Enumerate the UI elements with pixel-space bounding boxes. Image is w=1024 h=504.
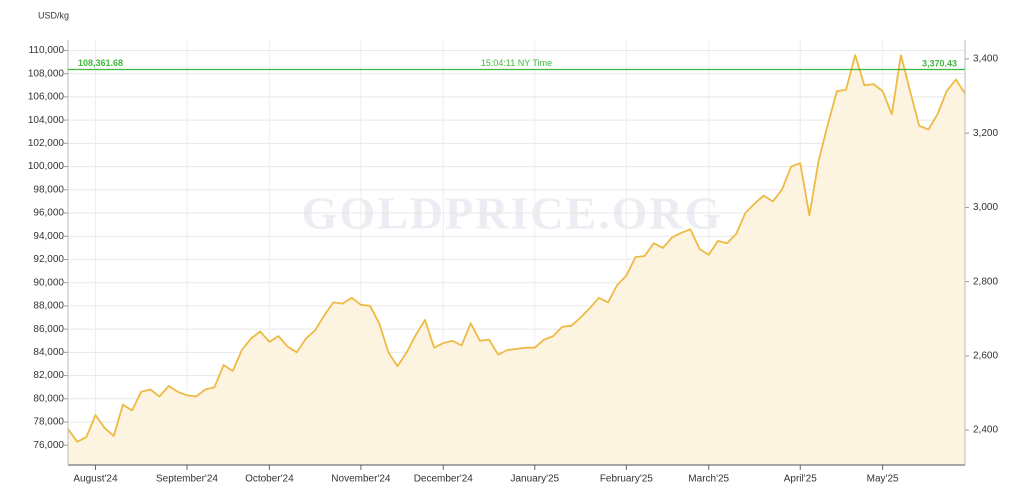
y-axis-label: USD/kg bbox=[38, 10, 69, 20]
y-tick-label: 84,000 bbox=[33, 347, 64, 358]
y-tick-label: 96,000 bbox=[33, 208, 64, 219]
y2-tick-label: 2,400 bbox=[973, 425, 998, 436]
x-tick-label: September'24 bbox=[156, 474, 218, 485]
y-tick-label: 100,000 bbox=[28, 161, 65, 172]
x-tick-label: January'25 bbox=[511, 474, 560, 485]
y-tick-label: 86,000 bbox=[33, 324, 64, 335]
y-tick-label: 108,000 bbox=[28, 68, 65, 79]
y-tick-label: 98,000 bbox=[33, 184, 64, 195]
y2-tick-label: 2,800 bbox=[973, 276, 998, 287]
x-tick-label: October'24 bbox=[245, 474, 294, 485]
x-tick-label: August'24 bbox=[73, 474, 118, 485]
y-tick-label: 78,000 bbox=[33, 417, 64, 428]
y-tick-label: 104,000 bbox=[28, 115, 65, 126]
y-tick-label: 92,000 bbox=[33, 254, 64, 265]
y-tick-label: 106,000 bbox=[28, 92, 65, 103]
y-tick-label: 76,000 bbox=[33, 440, 64, 451]
y2-tick-label: 3,200 bbox=[973, 128, 998, 139]
x-tick-label: December'24 bbox=[414, 474, 474, 485]
y-tick-label: 88,000 bbox=[33, 301, 64, 312]
x-tick-label: March'25 bbox=[688, 474, 729, 485]
y-tick-label: 90,000 bbox=[33, 277, 64, 288]
x-tick-label: May'25 bbox=[867, 474, 899, 485]
y2-tick-label: 3,000 bbox=[973, 202, 998, 213]
x-tick-label: April'25 bbox=[784, 474, 817, 485]
y-tick-label: 80,000 bbox=[33, 393, 64, 404]
current-time-label: 15:04:11 NY Time bbox=[481, 58, 552, 68]
y2-tick-label: 2,600 bbox=[973, 351, 998, 362]
current-price-label: 108,361.68 bbox=[78, 58, 123, 68]
y-tick-label: 82,000 bbox=[33, 370, 64, 381]
area-fill bbox=[68, 55, 965, 465]
x-tick-label: February'25 bbox=[600, 474, 653, 485]
y2-tick-label: 3,400 bbox=[973, 54, 998, 65]
x-tick-label: November'24 bbox=[331, 474, 391, 485]
current-price-y2-label: 3,370.43 bbox=[922, 58, 957, 68]
y-tick-label: 102,000 bbox=[28, 138, 65, 149]
y-tick-label: 94,000 bbox=[33, 231, 64, 242]
y-tick-label: 110,000 bbox=[29, 45, 65, 56]
price-line bbox=[67, 54, 966, 443]
